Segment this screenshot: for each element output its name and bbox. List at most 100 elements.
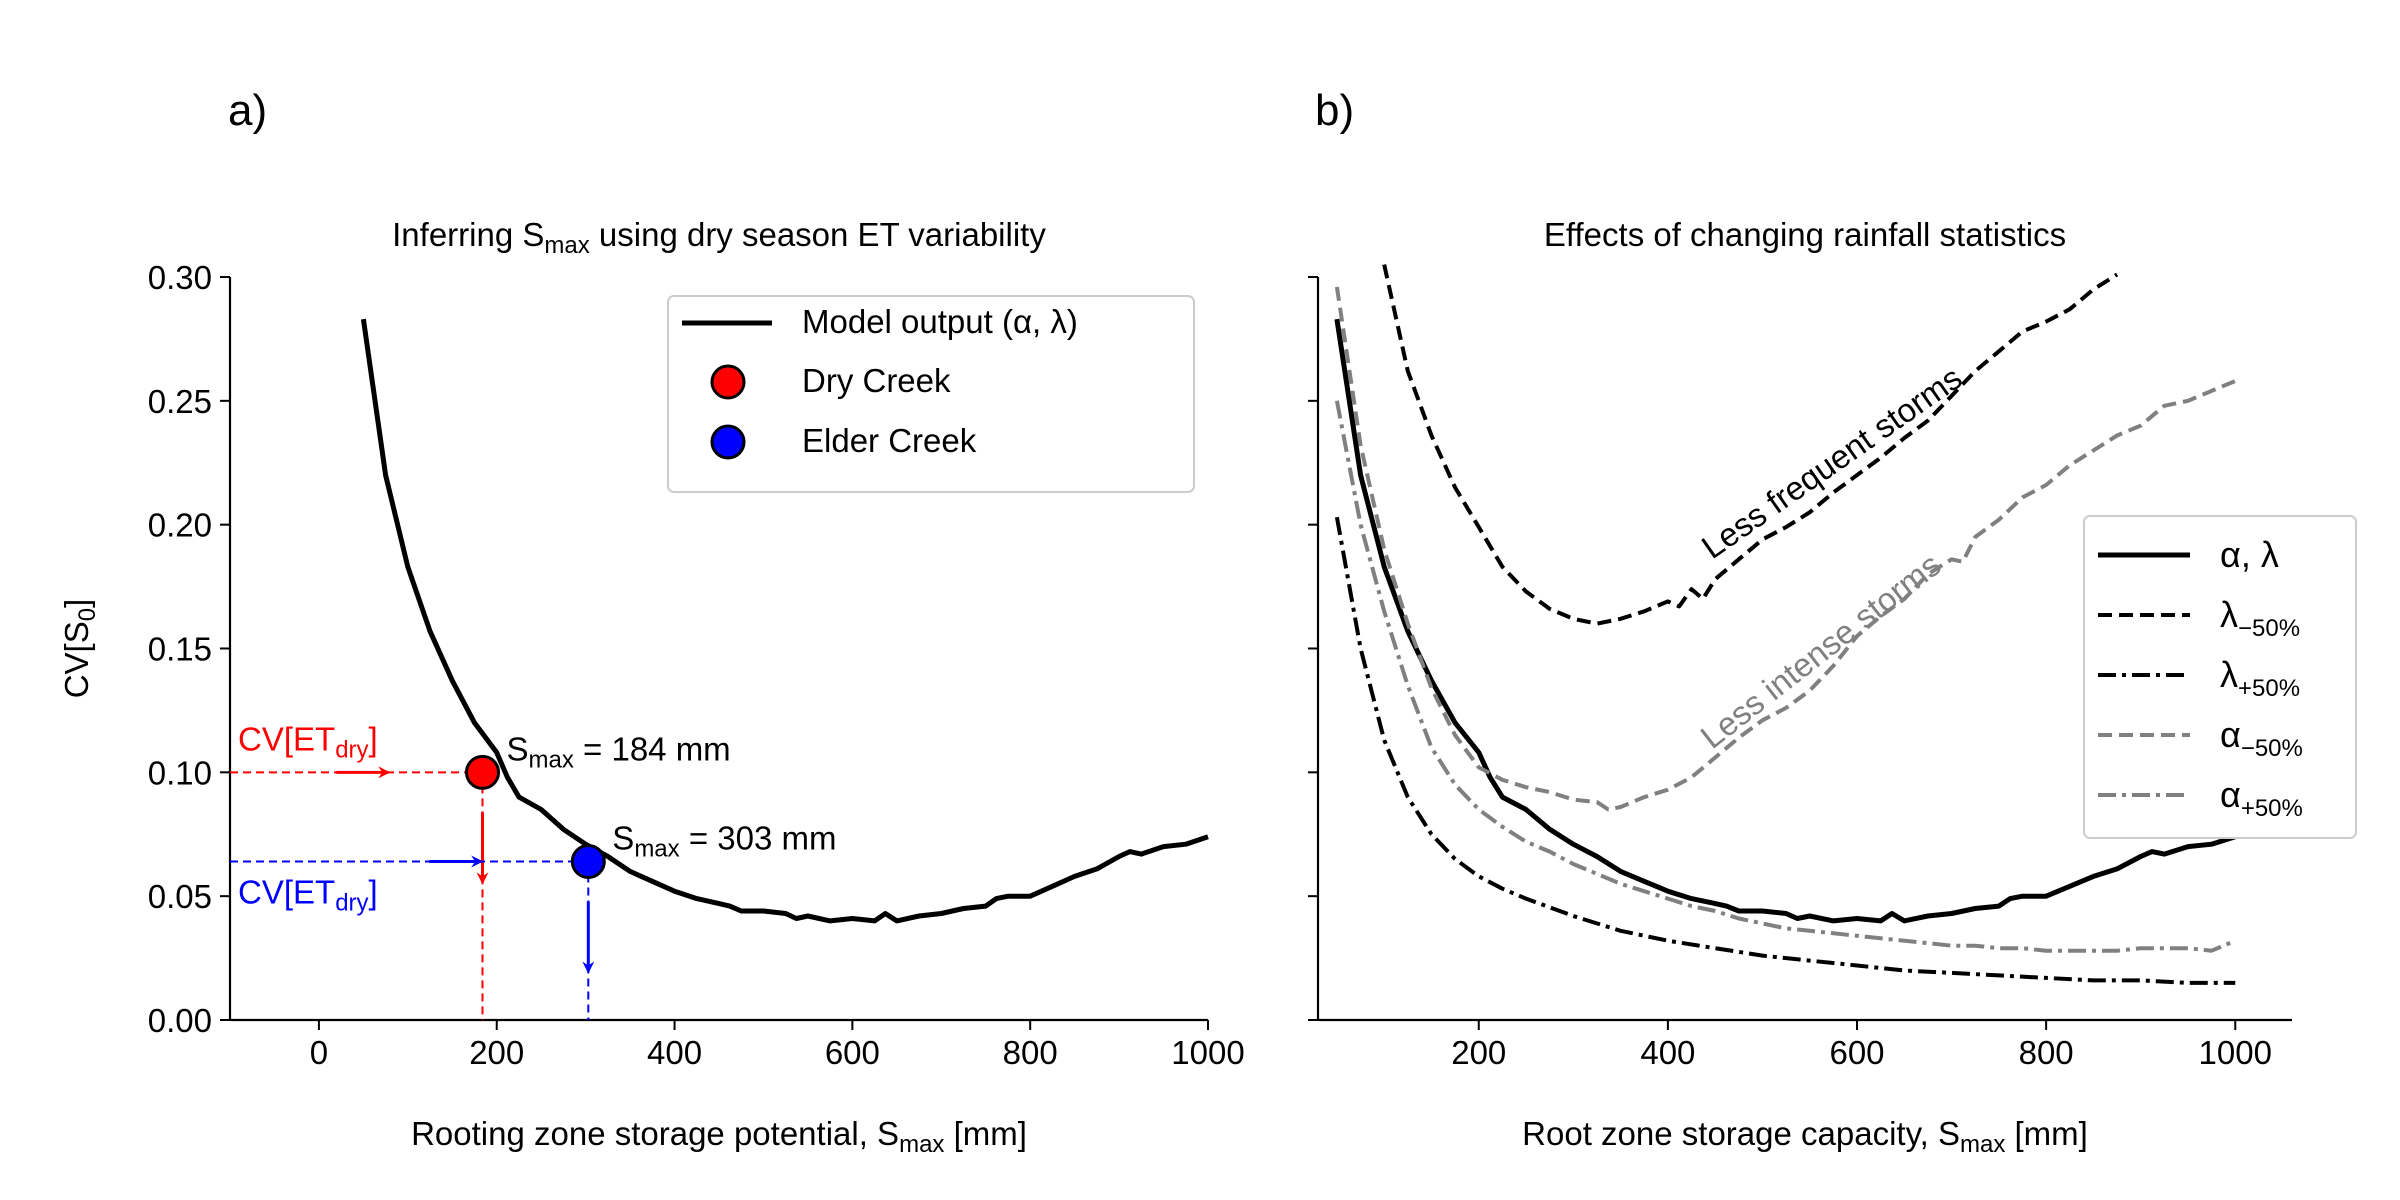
subscript-text: −50% bbox=[2241, 735, 2303, 762]
x-tick-label: 600 bbox=[1829, 1034, 1884, 1071]
legend-label: α, λ bbox=[2220, 534, 2279, 575]
site-marker bbox=[465, 754, 501, 790]
x-tick-label: 800 bbox=[2019, 1034, 2074, 1071]
label-text: α bbox=[1013, 303, 1032, 340]
label-text: using dry season ET variability bbox=[590, 216, 1047, 253]
subscript-text: dry bbox=[335, 736, 368, 763]
panel-label: b) bbox=[1315, 86, 1354, 135]
series-line-1 bbox=[1382, 264, 2119, 626]
label-text: [mm] bbox=[2005, 1115, 2087, 1152]
label-text: λ bbox=[2261, 534, 2279, 575]
legend-entry: α−50% bbox=[2098, 714, 2303, 762]
legend-box bbox=[667, 295, 1195, 493]
label-text: CV[ET bbox=[238, 720, 335, 757]
label-text: , bbox=[2241, 534, 2261, 575]
y-tick-label: 0.15 bbox=[148, 631, 212, 668]
legend-marker-swatch bbox=[710, 364, 746, 400]
legend-label: Dry Creek bbox=[802, 362, 951, 399]
label-text: S bbox=[507, 730, 529, 767]
label-text: S bbox=[612, 819, 634, 856]
cv-et-label: CV[ETdry] bbox=[238, 873, 378, 916]
label-text: λ bbox=[2220, 654, 2238, 695]
subscript-text: −50% bbox=[2238, 615, 2300, 642]
cv-et-label: CV[ETdry] bbox=[238, 720, 378, 763]
label-text: ) bbox=[1067, 303, 1078, 340]
y-tick-label: 0.05 bbox=[148, 878, 212, 915]
legend-entry: Elder Creek bbox=[710, 422, 977, 460]
label-text: λ bbox=[1050, 303, 1067, 340]
subscript-text: +50% bbox=[2241, 795, 2303, 822]
legend: Model output (α, λ) Dry Creek Elder Creek bbox=[667, 295, 1195, 493]
legend-entry: Model output (α, λ) bbox=[682, 303, 1078, 340]
subscript-text: max bbox=[544, 232, 589, 259]
subscript-text: max bbox=[529, 746, 574, 773]
y-tick-label: 0.25 bbox=[148, 383, 212, 420]
label-text: Model output ( bbox=[802, 303, 1013, 340]
legend-marker-swatch bbox=[710, 424, 746, 460]
legend-label: α+50% bbox=[2220, 774, 2303, 822]
legend-label: Elder Creek bbox=[802, 422, 977, 459]
label-text: = 184 mm bbox=[574, 730, 731, 767]
label-text: α bbox=[2220, 714, 2241, 755]
label-text: Inferring S bbox=[392, 216, 544, 253]
legend-entry: λ+50% bbox=[2098, 654, 2300, 702]
panel-b: b) Effects of changing rainfall statistic… bbox=[1308, 86, 2357, 1158]
x-axis-label: Rooting zone storage potential, Smax [mm… bbox=[411, 1115, 1027, 1158]
subscript-text: dry bbox=[335, 889, 368, 916]
legend-entry: λ−50% bbox=[2098, 594, 2300, 642]
legend-label: λ+50% bbox=[2220, 654, 2300, 702]
series-line-0 bbox=[360, 318, 1209, 924]
label-text: CV[S bbox=[58, 621, 95, 698]
smax-label: Smax = 184 mm bbox=[507, 730, 731, 773]
series-line-0 bbox=[1334, 318, 2237, 924]
x-tick-label: 400 bbox=[1640, 1034, 1695, 1071]
label-text: λ bbox=[2220, 594, 2238, 635]
legend: α, λλ−50%λ+50%α−50%α+50% bbox=[2083, 515, 2357, 839]
panel-a: a)Inferring Smax using dry season ET var… bbox=[58, 86, 1245, 1158]
x-tick-label: 800 bbox=[1003, 1034, 1058, 1071]
subscript-text: 0 bbox=[74, 608, 101, 621]
subscript-text: max bbox=[899, 1131, 944, 1158]
legend-label: Model output (α, λ) bbox=[802, 303, 1078, 340]
label-text: CV[ET bbox=[238, 873, 335, 910]
label-text: ] bbox=[58, 599, 95, 608]
panel-label: a) bbox=[228, 86, 267, 135]
y-tick-label: 0.20 bbox=[148, 507, 212, 544]
x-tick-label: 1000 bbox=[2199, 1034, 2272, 1071]
label-text: ] bbox=[369, 720, 378, 757]
label-text: Root zone storage capacity, S bbox=[1522, 1115, 1960, 1152]
y-tick-label: 0.00 bbox=[148, 1002, 212, 1039]
legend-label: α−50% bbox=[2220, 714, 2303, 762]
series-line-4 bbox=[1334, 400, 2237, 953]
subscript-text: +50% bbox=[2238, 675, 2300, 702]
y-axis-label: CV[S0] bbox=[58, 599, 101, 699]
label-text: α bbox=[2220, 774, 2241, 815]
y-tick-label: 0.30 bbox=[148, 259, 212, 296]
y-tick-label: 0.10 bbox=[148, 754, 212, 791]
x-tick-label: 600 bbox=[825, 1034, 880, 1071]
legend-label: λ−50% bbox=[2220, 594, 2300, 642]
label-text: ] bbox=[369, 873, 378, 910]
label-text: Rooting zone storage potential, S bbox=[411, 1115, 899, 1152]
x-axis-label: Root zone storage capacity, Smax [mm] bbox=[1522, 1115, 2088, 1158]
legend-entry: α+50% bbox=[2098, 774, 2303, 822]
x-tick-label: 0 bbox=[310, 1034, 328, 1071]
x-tick-label: 1000 bbox=[1171, 1034, 1244, 1071]
annotation-less-intense: Less intense storms bbox=[1694, 546, 1948, 756]
legend-box bbox=[2083, 515, 2357, 839]
x-tick-label: 200 bbox=[1451, 1034, 1506, 1071]
x-tick-label: 400 bbox=[647, 1034, 702, 1071]
chart-title: Inferring Smax using dry season ET varia… bbox=[392, 216, 1046, 259]
x-tick-label: 200 bbox=[469, 1034, 524, 1071]
subscript-text: max bbox=[634, 835, 679, 862]
series-line-3 bbox=[1334, 286, 2237, 812]
label-text: , bbox=[1032, 303, 1050, 340]
site-elder-creek: Smax = 303 mm CV[ETdry] bbox=[230, 819, 836, 1020]
label-text: [mm] bbox=[944, 1115, 1026, 1152]
chart-title: Effects of changing rainfall statistics bbox=[1544, 216, 2066, 253]
label-text: = 303 mm bbox=[680, 819, 837, 856]
label-text: α bbox=[2220, 534, 2241, 575]
site-marker bbox=[570, 843, 606, 879]
